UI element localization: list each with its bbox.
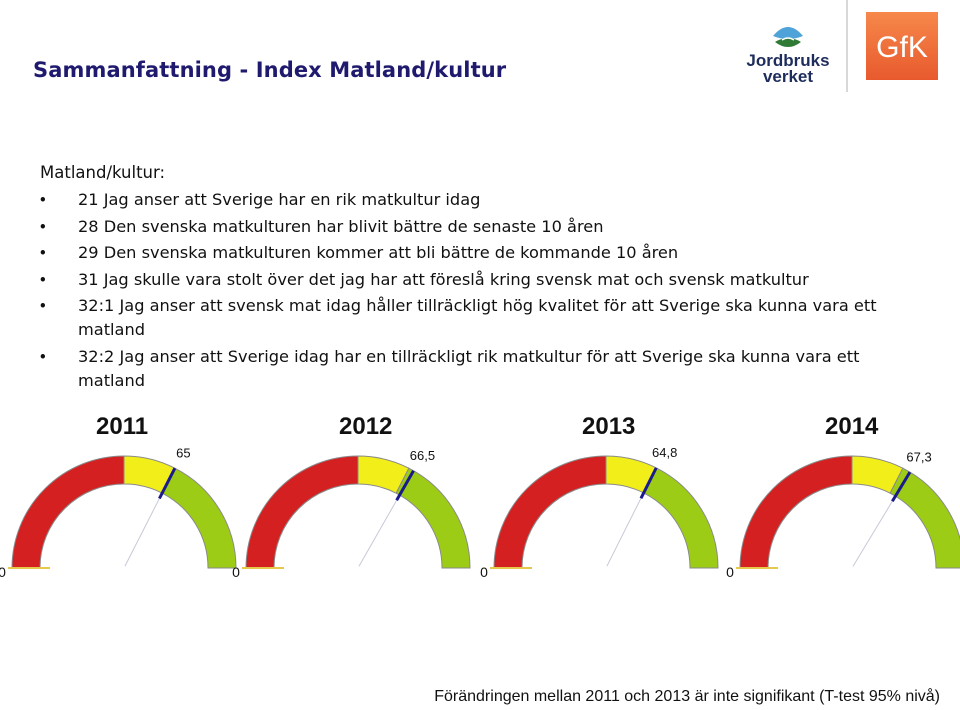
gauge-zone-3 — [643, 467, 719, 569]
year-label-2014: 2014 — [825, 413, 879, 440]
gauge-zone-1 — [493, 455, 607, 569]
statement-list: 21 Jag anser att Sverige har en rik matk… — [40, 188, 910, 395]
gauge-value-label: 65 — [176, 445, 190, 460]
section-heading: Matland/kultur: — [40, 163, 166, 182]
list-item: 21 Jag anser att Sverige har en rik matk… — [40, 188, 910, 212]
list-item: 31 Jag skulle vara stolt över det jag ha… — [40, 268, 910, 292]
gauge-min-label: 0 — [0, 564, 6, 580]
list-item: 29 Den svenska matkulturen kommer att bl… — [40, 241, 910, 265]
gfk-logo: GfK — [866, 12, 938, 80]
gauge-min-label: 0 — [726, 564, 734, 580]
gauge-zone-3 — [161, 467, 237, 569]
jordbruksverket-logo: Jordbruks verket — [746, 27, 830, 86]
gauge-min-label: 0 — [480, 564, 488, 580]
year-label-2012: 2012 — [339, 413, 393, 440]
gfk-wordmark: GfK — [876, 31, 928, 64]
jordbruksverket-name-2: verket — [763, 67, 813, 86]
page-title: Sammanfattning - Index Matland/kultur — [33, 58, 507, 82]
gauge-zone-3 — [395, 467, 471, 569]
gauge-zone-1 — [245, 455, 359, 569]
gauge-min-label: 0 — [232, 564, 240, 580]
gauge-charts: 65 0 66,5 0 64,8 0 67,3 0 — [0, 445, 960, 580]
gauge-zone-1 — [739, 455, 853, 569]
gauge-zone-1 — [11, 455, 125, 569]
footnote: Förändringen mellan 2011 och 2013 är int… — [434, 688, 940, 705]
gauge-value-label: 66,5 — [410, 448, 435, 463]
list-item: 28 Den svenska matkulturen har blivit bä… — [40, 215, 910, 239]
gauge-needle — [395, 469, 415, 501]
list-item: 32:2 Jag anser att Sverige idag har en t… — [40, 345, 910, 393]
gauge-value-label: 64,8 — [652, 445, 677, 460]
gauge-value-label: 67,3 — [906, 450, 931, 465]
logo-divider — [846, 0, 848, 92]
gauge-needle — [639, 467, 658, 499]
jordbruksverket-emblem — [773, 27, 803, 47]
jordbruksverket-name-1: Jordbruks — [746, 51, 829, 70]
year-label-2011: 2011 — [96, 413, 149, 440]
list-item: 32:1 Jag anser att svensk mat idag hålle… — [40, 294, 910, 342]
gauge-zone-3 — [889, 467, 960, 569]
year-label-2013: 2013 — [582, 413, 636, 440]
gauge-needle — [158, 467, 177, 500]
gauge-needle — [891, 471, 912, 503]
